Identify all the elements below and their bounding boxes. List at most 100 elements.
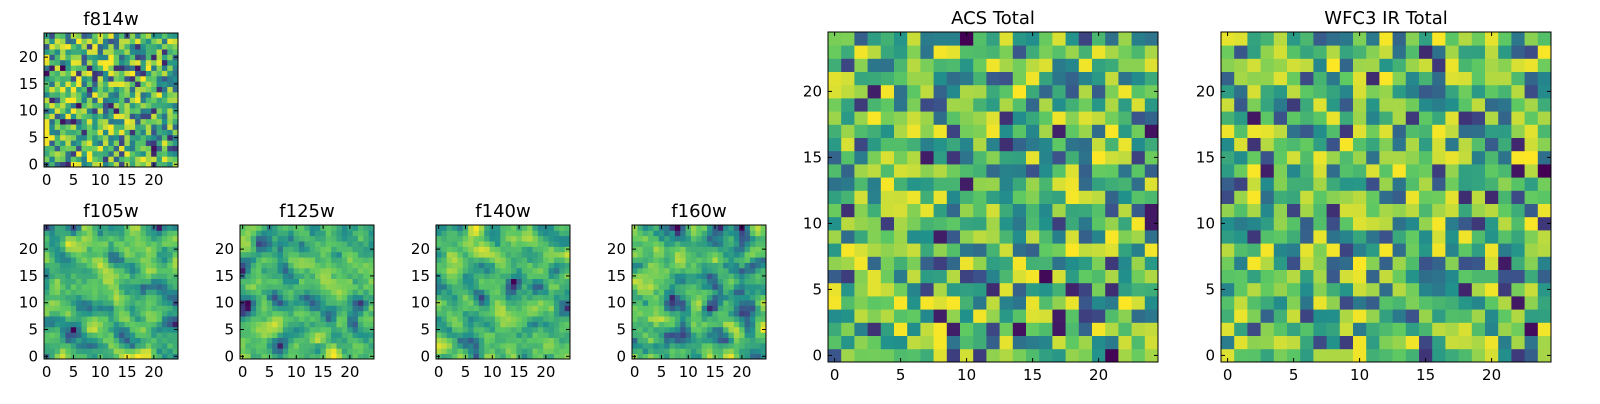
heatmap-cell [1537, 32, 1552, 46]
heatmap-cell [733, 316, 740, 322]
heatmap-cell [145, 283, 152, 290]
heatmap-cell [1379, 58, 1393, 72]
heatmap-cell [1458, 98, 1473, 112]
heatmap-cell [452, 230, 458, 237]
heatmap-cell [140, 326, 147, 333]
heatmap-cell [336, 348, 343, 355]
heatmap-cell [1012, 243, 1027, 257]
heatmap-cell [368, 225, 375, 231]
heatmap-cell [828, 137, 842, 152]
heatmap-cell [363, 267, 370, 274]
heatmap-cell [298, 321, 305, 328]
heatmap-cell [140, 124, 147, 130]
heatmap-cell [516, 251, 523, 258]
heatmap-cell [102, 262, 109, 269]
heatmap-cell [108, 294, 115, 301]
heatmap-cell [920, 216, 934, 231]
heatmap-cell [653, 353, 660, 360]
heatmap-cell [1039, 137, 1053, 152]
heatmap-cell [108, 305, 115, 312]
heatmap-cell [113, 33, 120, 39]
heatmap-cell [1498, 230, 1512, 244]
heatmap-cell [108, 353, 115, 360]
heatmap-cell [1105, 282, 1119, 297]
heatmap-cell [946, 282, 961, 297]
heatmap-cell [907, 58, 921, 72]
heatmap-cell [1419, 137, 1433, 152]
heatmap-cell [648, 321, 654, 328]
heatmap-cell [446, 294, 453, 301]
heatmap-cell [707, 321, 713, 328]
heatmap-cell [441, 225, 448, 231]
heatmap-cell [441, 230, 448, 237]
heatmap-cell [632, 342, 638, 349]
heatmap-cell [161, 59, 168, 66]
heatmap-cell [256, 283, 262, 290]
heatmap-cell [462, 241, 469, 247]
heatmap-cell [452, 332, 458, 338]
heatmap-cell [728, 300, 735, 306]
heatmap-cell [49, 81, 56, 87]
heatmap-cell [363, 273, 370, 279]
heatmap-cell [1392, 177, 1407, 191]
heatmap-cell [521, 310, 528, 317]
heatmap-cell [478, 235, 485, 242]
heatmap-cell [537, 289, 544, 296]
heatmap-cell [548, 273, 555, 279]
heatmap-cell [102, 283, 109, 290]
heatmap-cell [462, 230, 469, 237]
heatmap-cell [1485, 177, 1499, 191]
heatmap-cell [309, 225, 316, 231]
heatmap-cell [277, 262, 284, 269]
heatmap-cell [1511, 269, 1525, 284]
heatmap-cell [473, 278, 480, 285]
heatmap-cell [500, 353, 507, 360]
heatmap-cell [1485, 98, 1499, 112]
heatmap-cell [986, 322, 1000, 336]
heatmap-cell [81, 283, 88, 290]
heatmap-cell [532, 241, 539, 247]
heatmap-cell [1405, 150, 1420, 165]
heatmap-cell [1247, 71, 1261, 86]
heatmap-cell [140, 310, 147, 317]
heatmap-cell [86, 348, 93, 355]
heatmap-cell [1471, 45, 1486, 59]
heatmap-cell [102, 33, 109, 39]
heatmap-cell [1485, 256, 1499, 270]
heatmap-cell [124, 129, 131, 136]
heatmap-cell [1300, 230, 1314, 244]
heatmap-cell [161, 91, 168, 98]
heatmap-cell [537, 316, 544, 322]
heatmap-cell [473, 267, 480, 274]
heatmap-cell [240, 294, 246, 301]
heatmap-cell [86, 262, 93, 269]
heatmap-cell [1366, 84, 1380, 99]
heatmap-cell [553, 326, 560, 333]
heatmap-cell [548, 310, 555, 317]
heatmap-cell [760, 332, 767, 338]
heatmap-cell [669, 246, 676, 253]
heatmap-cell [167, 294, 174, 301]
heatmap-cell [717, 278, 724, 285]
heatmap-cell [240, 257, 246, 263]
heatmap-cell [245, 273, 252, 279]
heatmap-cell [723, 294, 729, 301]
x-tick-label: 0 [42, 171, 52, 189]
heatmap-cell [1405, 269, 1420, 284]
heatmap-cell [140, 43, 147, 50]
heatmap-cell [532, 353, 539, 360]
heatmap-cell [245, 283, 252, 290]
heatmap-cell [1326, 71, 1341, 86]
heatmap-cell [347, 305, 353, 312]
heatmap-cell [81, 321, 88, 328]
heatmap-cell [1234, 164, 1248, 178]
heatmap-cell [960, 296, 974, 310]
heatmap-cell [543, 342, 549, 349]
heatmap-cell [81, 257, 88, 263]
heatmap-cell [632, 289, 638, 296]
heatmap-cell [145, 241, 152, 247]
heatmap-cell [86, 38, 93, 45]
heatmap-cell [119, 300, 125, 306]
heatmap-cell [559, 353, 566, 360]
heatmap-cell [1221, 150, 1235, 165]
